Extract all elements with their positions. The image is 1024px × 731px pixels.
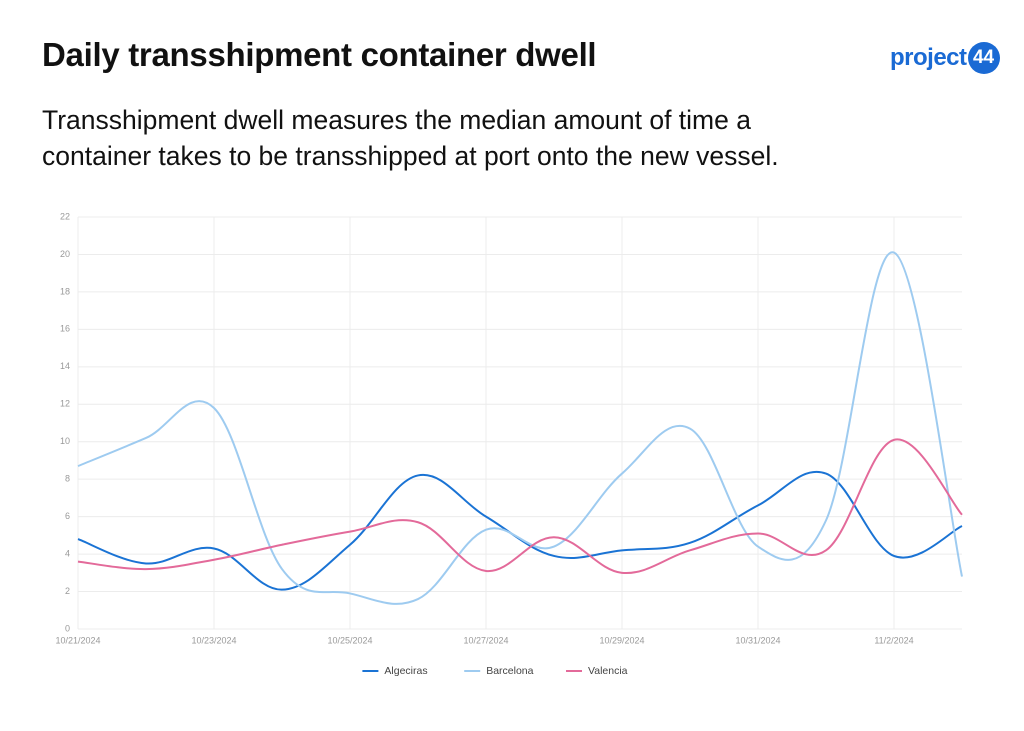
- y-tick-label: 18: [60, 286, 70, 296]
- x-tick-label: 10/23/2024: [191, 635, 236, 645]
- x-tick-label: 10/29/2024: [599, 635, 644, 645]
- y-tick-label: 12: [60, 399, 70, 409]
- line: [77, 470, 963, 591]
- x-tick-label: 10/27/2024: [463, 635, 508, 645]
- y-tick-label: 20: [60, 249, 70, 259]
- legend-label: Valencia: [588, 665, 628, 677]
- y-tick-label: 8: [65, 474, 70, 484]
- legend-label: Barcelona: [486, 665, 533, 677]
- legend-label: Algeciras: [384, 665, 427, 677]
- y-tick-label: 14: [60, 361, 70, 371]
- logo-number: 44: [967, 42, 1000, 74]
- y-tick-label: 6: [65, 511, 70, 521]
- y-tick-label: 2: [65, 586, 70, 596]
- x-tick-label: 10/31/2024: [735, 635, 780, 645]
- logo: project 44: [890, 40, 1000, 76]
- y-tick-label: 10: [60, 436, 70, 446]
- y-tick-label: 0: [65, 623, 70, 633]
- x-tick-label: 11/2/2024: [874, 635, 913, 645]
- y-tick-label: 16: [60, 324, 70, 334]
- y-tick-label: 22: [60, 211, 70, 221]
- logo-word: project: [890, 44, 967, 71]
- line: [77, 251, 963, 605]
- y-tick-label: 4: [65, 548, 70, 558]
- line: [77, 438, 963, 574]
- x-tick-label: 10/21/2024: [55, 635, 100, 645]
- subtitle: Transshipment dwell measures the median …: [42, 105, 779, 171]
- title: Daily transshipment container dwell: [42, 36, 597, 73]
- x-tick-label: 10/25/2024: [327, 635, 372, 645]
